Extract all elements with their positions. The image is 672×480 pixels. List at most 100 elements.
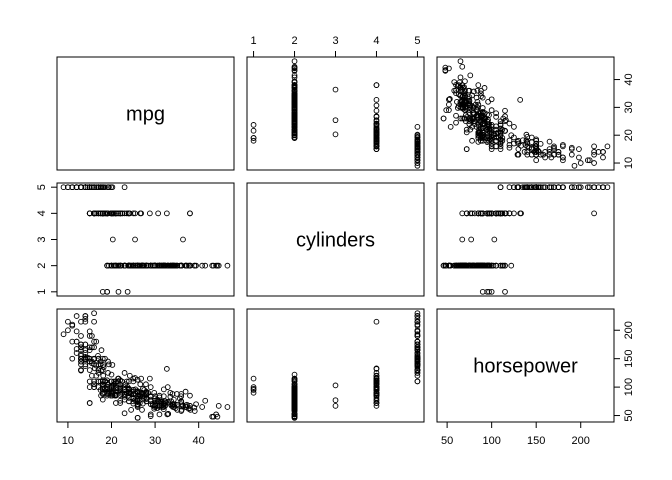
data-point (147, 262, 154, 269)
data-point (414, 157, 421, 164)
data-point (469, 137, 475, 144)
data-point (591, 149, 597, 155)
data-point (414, 140, 421, 147)
data-point (460, 105, 467, 112)
data-point (147, 210, 153, 217)
data-point (291, 98, 298, 105)
data-point (474, 87, 481, 94)
data-point (132, 236, 138, 243)
data-point (69, 338, 76, 345)
data-point (479, 105, 486, 111)
data-point (224, 404, 231, 410)
data-point (291, 411, 298, 418)
data-point (462, 112, 469, 119)
data-point (576, 146, 582, 152)
data-point (533, 157, 540, 164)
data-point (95, 367, 102, 373)
data-point (291, 384, 298, 390)
data-point (485, 262, 491, 269)
data-point (533, 151, 540, 158)
data-point (488, 122, 495, 128)
data-point (459, 63, 466, 70)
data-point (373, 392, 380, 399)
data-point (478, 93, 484, 100)
data-point (78, 355, 84, 362)
data-point (102, 355, 108, 362)
panel-horsepower-vs-cylinders (246, 308, 425, 423)
data-point (69, 184, 76, 191)
data-point (519, 184, 526, 191)
data-point (451, 79, 458, 85)
data-point (591, 160, 597, 166)
data-point (104, 387, 110, 393)
data-point (414, 358, 421, 365)
data-point (497, 210, 504, 217)
data-point (113, 262, 119, 269)
data-point (414, 364, 421, 371)
data-point (119, 210, 125, 217)
data-point (105, 358, 111, 365)
data-point (86, 328, 93, 335)
data-point (493, 113, 499, 120)
y-tick-label-cylinders: 1 (36, 289, 48, 295)
data-point (169, 262, 176, 269)
data-point (332, 86, 339, 93)
data-point (467, 102, 474, 109)
data-point (468, 236, 475, 243)
data-point (506, 120, 513, 127)
data-point (577, 160, 584, 166)
data-point (584, 184, 591, 191)
data-point (560, 154, 566, 161)
data-point (291, 79, 298, 86)
data-point (414, 322, 421, 329)
data-point (91, 310, 97, 317)
data-point (250, 135, 257, 141)
data-point (98, 347, 105, 354)
data-point (373, 122, 380, 129)
data-point (168, 398, 175, 405)
data-point (89, 333, 95, 339)
data-point (69, 355, 76, 362)
data-point (475, 210, 482, 217)
data-point (332, 403, 339, 409)
data-point (224, 262, 231, 269)
data-point (560, 143, 566, 150)
data-point (523, 131, 530, 138)
data-point (442, 67, 449, 73)
data-point (213, 411, 219, 418)
data-point (475, 101, 482, 108)
data-point (106, 361, 112, 368)
data-point (470, 262, 476, 269)
data-point (213, 262, 219, 269)
panel-mpg-vs-cylinders (246, 56, 425, 171)
data-point (591, 143, 597, 150)
data-point (548, 184, 555, 191)
data-point (250, 387, 257, 393)
data-point (526, 184, 532, 191)
data-point (113, 385, 119, 392)
data-point (291, 378, 298, 385)
data-point (95, 352, 101, 359)
data-point (373, 126, 380, 133)
y-tick-label-horsepower: 200 (623, 321, 635, 339)
data-point (476, 262, 483, 269)
data-point (484, 135, 491, 141)
data-point (467, 115, 474, 122)
data-point (115, 262, 122, 269)
data-point (447, 124, 454, 130)
data-point (291, 127, 298, 134)
data-point (497, 184, 504, 191)
data-point (475, 139, 482, 145)
data-point (118, 262, 125, 269)
data-point (126, 372, 133, 379)
data-point (130, 210, 137, 217)
data-point (187, 392, 193, 399)
data-point (414, 331, 421, 338)
data-point (373, 387, 380, 393)
data-point (291, 115, 298, 122)
data-point (130, 378, 137, 385)
data-point (414, 347, 421, 354)
data-point (95, 184, 102, 191)
data-point (102, 184, 108, 191)
